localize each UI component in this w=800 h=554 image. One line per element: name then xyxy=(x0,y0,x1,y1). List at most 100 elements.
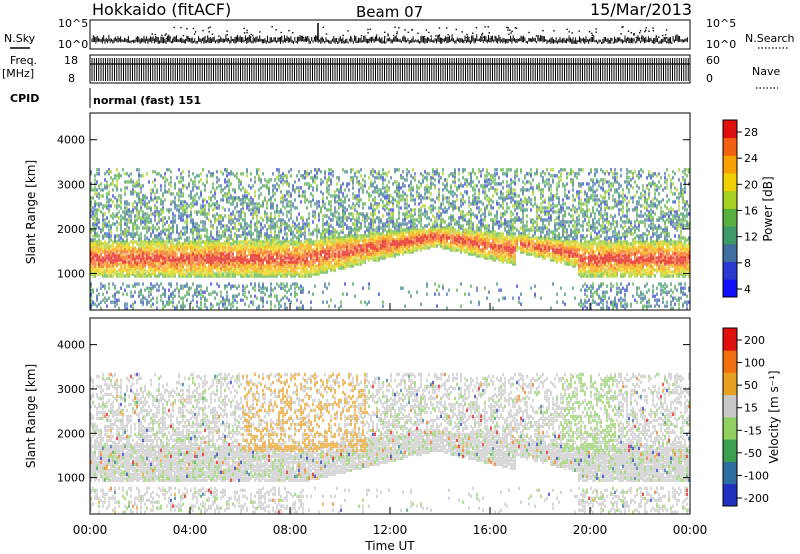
velocity-scatter-color-group-2 xyxy=(90,372,690,508)
noise-search-point xyxy=(246,31,248,34)
noise-search-point xyxy=(186,28,188,30)
power-colorbar: 28 24 20 16 12 8 4 Power [dB] xyxy=(722,119,775,298)
noise-search-point xyxy=(226,30,228,32)
velocity-colorbar-swatch-2 xyxy=(723,439,737,462)
noise-search-point xyxy=(652,27,654,29)
power-scatter-color-group-2 xyxy=(90,168,690,310)
noise-search-point xyxy=(633,34,635,36)
noise-search-point xyxy=(367,32,369,34)
noise-search-point xyxy=(627,30,630,32)
noise-search-point xyxy=(252,34,254,37)
power-panel: 1000 2000 3000 4000 Slant Range [km] xyxy=(24,112,691,311)
noise-search-point xyxy=(465,36,468,39)
velocity-scatter-color-group-6 xyxy=(102,374,690,508)
noise-tick-bottom-left: 10^0 xyxy=(58,38,88,51)
nsearch-label: N.Search xyxy=(745,32,795,45)
x-tick-label-4: 16:00 xyxy=(473,523,508,537)
noise-search-point xyxy=(507,27,509,29)
noise-search-point xyxy=(639,32,641,34)
velocity-colorbar-tick-15: 15 xyxy=(744,402,758,415)
power-scatter-color-group-4 xyxy=(90,168,690,278)
noise-search-point xyxy=(466,39,468,41)
velocity-colorbar-swatch-0 xyxy=(723,483,737,507)
freq-nave-lines xyxy=(91,58,689,81)
noise-search-point xyxy=(384,36,386,38)
noise-search-point xyxy=(347,30,349,32)
noise-search-point xyxy=(662,34,664,37)
x-axis-label: Time UT xyxy=(364,539,415,553)
noise-search-point xyxy=(484,26,486,28)
noise-search-point xyxy=(481,32,484,35)
noise-search-point xyxy=(307,36,309,38)
noise-search-point xyxy=(515,27,518,29)
noise-search-point xyxy=(483,36,485,38)
power-scatter-color-group-7 xyxy=(90,232,690,270)
power-colorbar-swatch-7 xyxy=(723,155,737,174)
noise-search-point xyxy=(621,26,623,29)
noise-search-point xyxy=(411,29,413,31)
noise-search-point xyxy=(591,32,593,34)
noise-search-point xyxy=(305,36,307,38)
noise-search-point xyxy=(202,29,204,32)
x-tick-label-3: 12:00 xyxy=(373,523,408,537)
noise-search-point xyxy=(169,37,171,39)
power-scatter-color-group-0 xyxy=(90,168,690,310)
noise-search-point xyxy=(173,26,175,29)
noise-search-point xyxy=(367,28,369,31)
noise-search-point xyxy=(668,39,670,41)
power-colorbar-tick-8: 8 xyxy=(744,257,751,270)
power-colorbar-label: Power [dB] xyxy=(761,176,775,241)
noise-search-point xyxy=(259,31,261,33)
noise-search-point xyxy=(154,33,156,36)
noise-search-point xyxy=(342,34,344,37)
power-colorbar-tick-4: 4 xyxy=(744,283,751,296)
velocity-scatter-color-group-1 xyxy=(90,372,690,514)
noise-search-point xyxy=(387,33,389,35)
noise-search-point xyxy=(167,39,170,41)
noise-search-point xyxy=(387,35,389,37)
noise-search-point xyxy=(250,33,252,36)
power-colorbar-swatch-6 xyxy=(723,173,737,192)
noise-tick-bottom-right: 10^0 xyxy=(706,38,736,51)
noise-search-point xyxy=(636,37,639,39)
freq-tick-bottom: 8 xyxy=(68,72,75,85)
beam-label: Beam 07 xyxy=(356,3,423,21)
nsky-label: N.Sky xyxy=(4,32,36,45)
velocity-panel: 1000 2000 3000 4000 Slant Range [km] xyxy=(24,317,691,515)
noise-search-point xyxy=(396,33,398,35)
power-colorbar-swatch-8 xyxy=(723,137,737,156)
noise-search-point xyxy=(658,36,660,38)
noise-search-point xyxy=(208,31,210,33)
noise-search-point xyxy=(450,38,453,40)
noise-search-point xyxy=(620,33,622,35)
noise-search-point xyxy=(191,38,193,41)
noise-search-point xyxy=(630,32,632,34)
velocity-scatter-color-group-4 xyxy=(98,372,682,514)
noise-search-point xyxy=(354,38,356,40)
noise-search-point xyxy=(186,37,188,39)
noise-search-point xyxy=(243,27,245,30)
noise-search-point xyxy=(507,29,509,31)
freq-tick-top: 18 xyxy=(64,54,78,67)
noise-search-point xyxy=(314,36,316,39)
noise-search-point xyxy=(537,35,539,37)
noise-search-point xyxy=(236,38,238,40)
noise-tick-top-right: 10^5 xyxy=(706,17,736,30)
velocity-scatter-field xyxy=(90,372,690,514)
power-colorbar-tick-12: 12 xyxy=(744,231,758,244)
x-tick-label-2: 08:00 xyxy=(273,523,308,537)
noise-search-point xyxy=(645,27,647,29)
velocity-colorbar-tick--15: -15 xyxy=(744,424,762,437)
velocity-scatter-color-group-3 xyxy=(96,374,688,512)
noise-search-point xyxy=(475,26,478,29)
power-scatter-color-group-1 xyxy=(90,168,690,310)
noise-search-point xyxy=(302,37,305,39)
power-y-ticks: 1000 2000 3000 4000 xyxy=(57,134,690,280)
velocity-colorbar-tick-100: 100 xyxy=(744,357,765,370)
noise-search-point xyxy=(322,26,325,28)
noise-search-point xyxy=(648,30,650,32)
noise-search-point xyxy=(644,29,647,31)
noise-search-point xyxy=(455,28,457,31)
velocity-colorbar-tick-50: 50 xyxy=(744,379,758,392)
noise-search-point xyxy=(495,36,497,38)
